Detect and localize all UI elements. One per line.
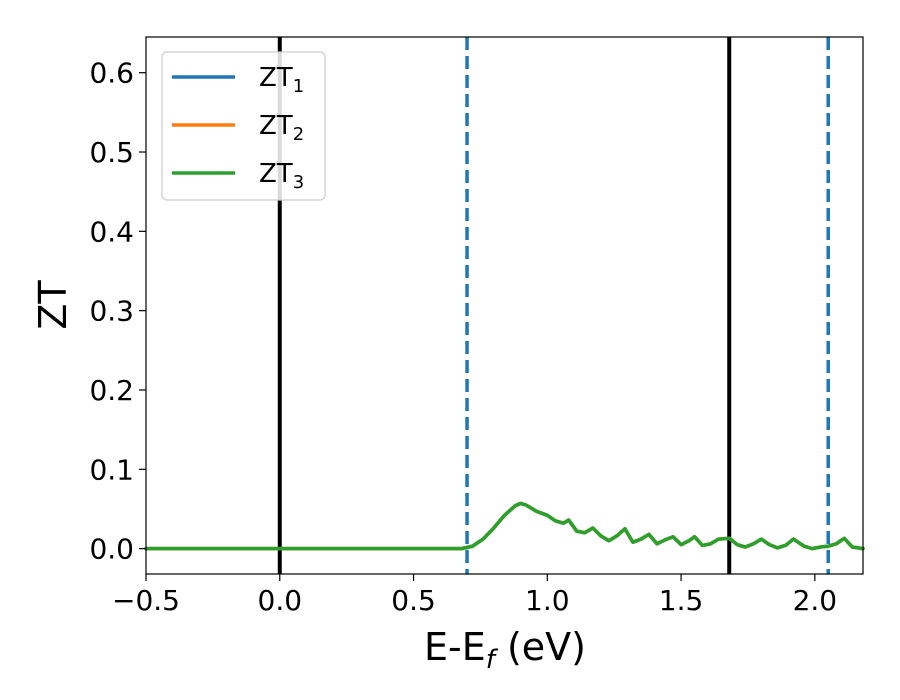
legend-label-subscript: 1 (293, 76, 304, 97)
legend-label: ZT2 (259, 111, 304, 145)
legend-box (161, 51, 326, 201)
legend-label-subscript: 2 (293, 124, 304, 145)
y-tick-label: 0.5 (89, 136, 134, 169)
legend-label-main: ZT (259, 111, 293, 141)
y-axis-title: ZT (31, 280, 75, 330)
legend-label-main: ZT (259, 63, 293, 93)
y-tick-label: 0.6 (89, 57, 134, 90)
series-lines (144, 501, 865, 551)
x-tick-label: 1.5 (659, 584, 704, 617)
legend-label: ZT3 (259, 159, 304, 193)
y-tick-label: 0.4 (89, 215, 134, 248)
x-axis-title-unit: (eV) (495, 625, 586, 669)
series-line-3 (144, 501, 865, 551)
x-tick-label: 0.0 (258, 584, 303, 617)
y-tick-label: 0.1 (89, 453, 134, 486)
x-tick-label: 0.5 (391, 584, 436, 617)
legend-label-subscript: 3 (293, 172, 304, 193)
plot-frame (145, 36, 864, 575)
y-tick-label: 0.0 (89, 533, 134, 566)
legend-label-main: ZT (259, 159, 293, 189)
legend-label: ZT1 (259, 63, 304, 97)
y-axis-ticks: 0.0 0.1 0.2 0.3 0.4 0.5 0.6 (89, 57, 146, 566)
x-axis-ticks: −0.5 0.0 0.5 1.0 1.5 2.0 (112, 574, 837, 617)
x-axis-title-main: E-E (424, 625, 486, 669)
x-tick-label: −0.5 (112, 584, 180, 617)
x-tick-label: 2.0 (793, 584, 838, 617)
x-tick-label: 1.0 (525, 584, 570, 617)
y-tick-label: 0.3 (89, 295, 134, 328)
y-tick-label: 0.2 (89, 374, 134, 407)
x-axis-title: E-Ef (eV) (424, 625, 586, 675)
